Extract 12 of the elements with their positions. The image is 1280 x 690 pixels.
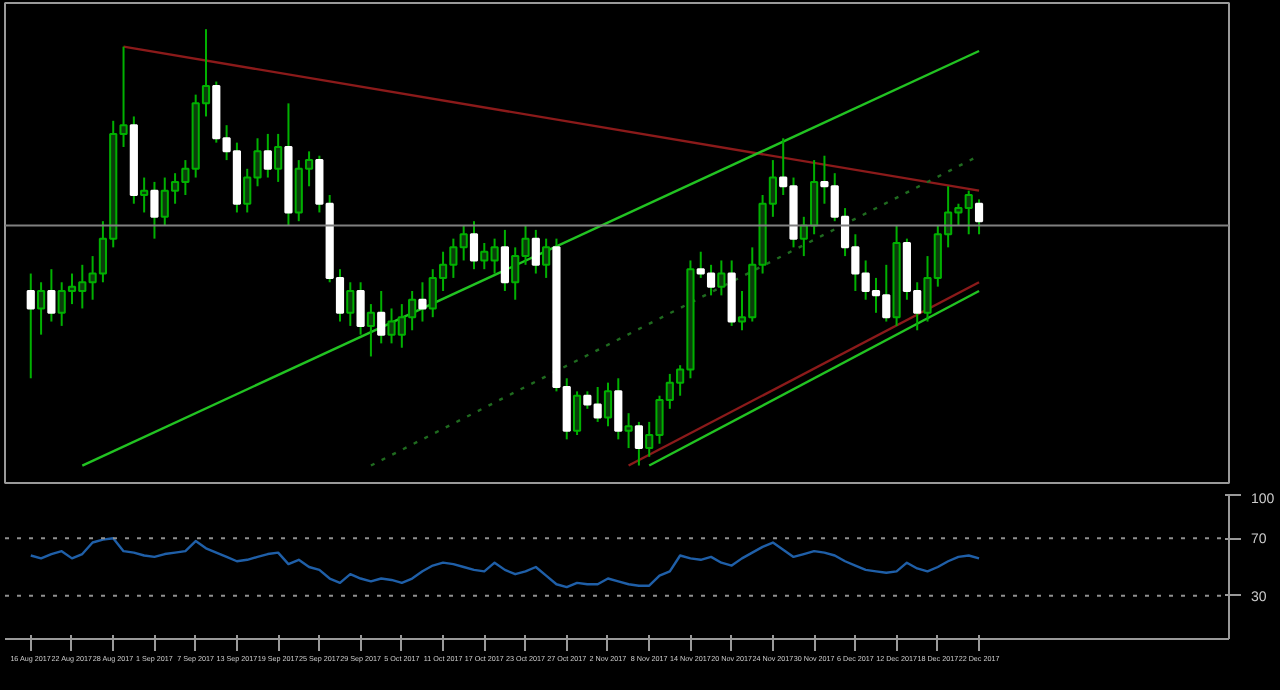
candlestick — [346, 281, 355, 327]
candlestick — [603, 381, 613, 428]
candlestick — [542, 237, 551, 279]
candlestick — [274, 132, 283, 183]
candlestick — [810, 159, 819, 236]
candlestick — [624, 412, 633, 450]
line-series — [29, 537, 981, 589]
candlestick — [36, 281, 46, 336]
candlestick — [717, 259, 726, 297]
candlestick — [140, 176, 149, 214]
candlestick — [366, 303, 375, 358]
candlestick — [572, 390, 582, 436]
